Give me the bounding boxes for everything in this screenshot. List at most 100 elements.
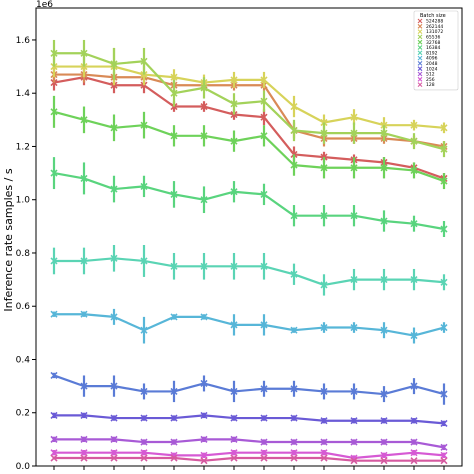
marker-stroke bbox=[380, 276, 388, 284]
marker-stroke bbox=[380, 457, 388, 465]
marker-stroke bbox=[80, 454, 88, 462]
data-point bbox=[320, 323, 328, 332]
data-point bbox=[410, 417, 418, 425]
marker-stroke bbox=[260, 97, 268, 105]
marker-stroke bbox=[350, 113, 358, 121]
data-point bbox=[410, 449, 418, 457]
legend-marker bbox=[417, 55, 423, 61]
marker-stroke bbox=[320, 281, 328, 289]
data-point bbox=[260, 438, 268, 446]
marker-stroke bbox=[440, 451, 448, 459]
legend-entry: 256 bbox=[417, 77, 435, 83]
y-tick-label: 0.8 bbox=[16, 249, 31, 259]
data-point bbox=[260, 262, 268, 270]
data-point bbox=[110, 254, 118, 262]
data-point bbox=[410, 121, 418, 129]
marker-stroke bbox=[290, 102, 298, 111]
marker-stroke bbox=[200, 132, 208, 140]
data-point bbox=[380, 451, 388, 459]
marker-stroke bbox=[320, 454, 328, 462]
data-point bbox=[320, 417, 328, 425]
data-point bbox=[200, 379, 208, 388]
marker-stroke bbox=[410, 166, 418, 174]
marker-stroke bbox=[200, 313, 208, 321]
legend-box bbox=[413, 10, 459, 91]
data-point bbox=[260, 113, 268, 121]
marker-stroke bbox=[380, 217, 388, 225]
data-point bbox=[80, 257, 88, 265]
data-point bbox=[230, 414, 238, 422]
marker-stroke bbox=[80, 116, 88, 124]
data-point bbox=[440, 177, 448, 185]
data-point bbox=[170, 454, 178, 462]
legend-entry: 131072 bbox=[417, 29, 443, 35]
marker-stroke bbox=[410, 382, 418, 390]
marker-stroke bbox=[230, 188, 238, 196]
legend-label: 65536 bbox=[426, 35, 440, 41]
marker-stroke bbox=[410, 449, 418, 457]
data-point bbox=[140, 387, 148, 396]
marker-stroke bbox=[290, 161, 298, 169]
legend-label: 256 bbox=[426, 77, 435, 83]
marker-stroke bbox=[260, 449, 268, 457]
data-point bbox=[170, 313, 178, 321]
marker-stroke bbox=[260, 385, 268, 393]
data-point bbox=[200, 84, 208, 92]
data-point bbox=[170, 414, 178, 422]
legend-label: 262144 bbox=[426, 24, 443, 30]
marker-stroke bbox=[230, 137, 238, 145]
marker-stroke bbox=[110, 185, 118, 193]
data-point bbox=[110, 382, 118, 390]
marker-stroke bbox=[290, 212, 298, 220]
data-point bbox=[440, 451, 448, 459]
data-point bbox=[380, 438, 388, 446]
marker-stroke bbox=[80, 449, 88, 457]
data-point bbox=[110, 449, 118, 457]
marker-stroke bbox=[140, 326, 148, 334]
y-tick-label: 1.6 bbox=[16, 36, 31, 46]
data-point bbox=[320, 212, 328, 220]
data-point bbox=[410, 220, 418, 228]
data-point bbox=[140, 182, 148, 190]
marker-stroke bbox=[50, 449, 58, 457]
marker-stroke bbox=[260, 321, 268, 329]
legend-entry: 32768 bbox=[417, 40, 440, 46]
data-point bbox=[50, 371, 58, 380]
marker-stroke bbox=[440, 323, 448, 332]
y-tick-label: 0.6 bbox=[16, 302, 31, 312]
marker-stroke bbox=[80, 49, 88, 57]
marker-stroke bbox=[230, 262, 238, 270]
series-line-131072 bbox=[54, 65, 445, 129]
marker-stroke bbox=[260, 438, 268, 446]
marker-stroke bbox=[170, 414, 178, 422]
y-tick-label: 0.0 bbox=[16, 462, 31, 472]
marker-stroke bbox=[200, 451, 208, 459]
marker-stroke bbox=[410, 331, 418, 340]
marker-stroke bbox=[350, 323, 358, 332]
marker-stroke bbox=[350, 438, 358, 446]
series-line-262144 bbox=[54, 73, 445, 148]
data-point bbox=[350, 323, 358, 332]
data-point bbox=[350, 438, 358, 446]
marker-stroke bbox=[110, 449, 118, 457]
data-point bbox=[350, 387, 358, 396]
data-point bbox=[260, 76, 268, 84]
data-point bbox=[200, 313, 208, 321]
marker-stroke bbox=[140, 414, 148, 422]
marker-stroke bbox=[170, 438, 178, 446]
data-point bbox=[320, 164, 328, 172]
marker-stroke bbox=[290, 270, 298, 278]
data-point bbox=[440, 443, 448, 451]
data-point bbox=[380, 164, 388, 172]
y-tick-label: 1.4 bbox=[16, 89, 31, 99]
data-point bbox=[290, 326, 298, 334]
legend-entry: 4096 bbox=[417, 55, 438, 62]
marker-stroke bbox=[200, 435, 208, 443]
legend-title: Batch size bbox=[420, 13, 446, 19]
series-line-256 bbox=[54, 451, 445, 460]
data-point bbox=[380, 217, 388, 225]
data-point bbox=[140, 454, 148, 462]
plot-area bbox=[50, 39, 448, 465]
data-point bbox=[80, 382, 88, 390]
